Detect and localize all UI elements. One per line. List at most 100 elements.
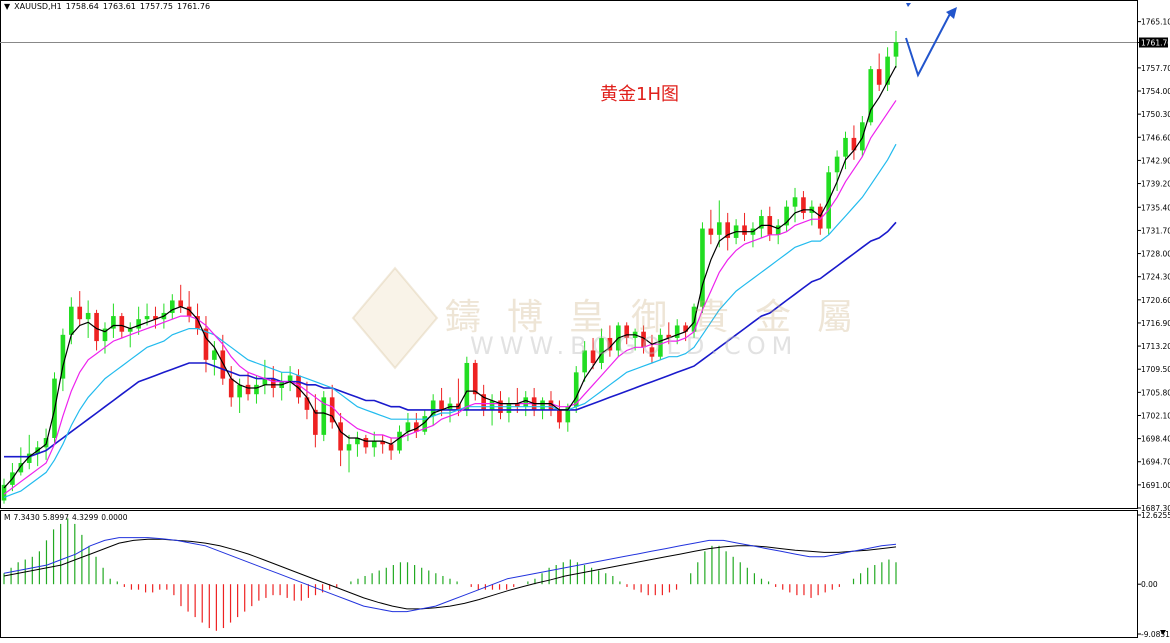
candle-body bbox=[77, 306, 83, 320]
candle-body bbox=[144, 316, 150, 320]
candle-body bbox=[851, 137, 857, 151]
price-tick-label: 1694.70 bbox=[1141, 458, 1170, 467]
candle-body bbox=[422, 416, 428, 432]
candle-body bbox=[573, 372, 579, 407]
candle-body bbox=[136, 319, 141, 329]
candle-body bbox=[481, 394, 486, 410]
candle-body bbox=[119, 316, 125, 332]
candle-body bbox=[582, 350, 587, 373]
candle-body bbox=[102, 328, 108, 342]
price-tick-label: 1739.20 bbox=[1141, 180, 1170, 189]
candle-body bbox=[203, 328, 209, 360]
indicator-label: M bbox=[4, 513, 11, 522]
candle-body bbox=[817, 206, 823, 229]
candle-body bbox=[111, 316, 116, 329]
price-tick-label: 1728.00 bbox=[1141, 250, 1170, 259]
indicator-signal-line bbox=[3, 538, 897, 610]
candle-body bbox=[380, 441, 385, 445]
price-tick-label: 1742.90 bbox=[1141, 156, 1170, 165]
candle-body bbox=[313, 409, 318, 435]
candle-body bbox=[405, 422, 411, 432]
candle-body bbox=[624, 325, 630, 338]
candle-body bbox=[759, 216, 764, 229]
candle-body bbox=[287, 375, 293, 382]
candle-body bbox=[195, 316, 200, 329]
candle-body bbox=[792, 197, 798, 207]
high-value: 1763.61 bbox=[102, 2, 136, 11]
candle-body bbox=[153, 316, 158, 320]
ma-cyan-line bbox=[3, 143, 897, 498]
candle-body bbox=[18, 462, 24, 473]
indicator-panel-border bbox=[0, 510, 1138, 638]
indicator-tick-label: 0.00 bbox=[1141, 580, 1158, 589]
price-tick-label: 1709.50 bbox=[1141, 365, 1170, 374]
forecast-marker-icon bbox=[906, 3, 911, 7]
candle-body bbox=[178, 300, 184, 307]
candle-body bbox=[26, 453, 32, 463]
candle-body bbox=[1, 484, 7, 501]
forecast-arrow-icon bbox=[905, 9, 953, 78]
candle-body bbox=[843, 137, 848, 157]
candle-body bbox=[338, 422, 343, 451]
ma-blue-line bbox=[4, 221, 897, 458]
price-tick-label: 1750.30 bbox=[1141, 110, 1170, 119]
price-tick-label: 1720.60 bbox=[1141, 296, 1170, 305]
header-triangle-icon: ▼ bbox=[4, 2, 11, 11]
price-tick-label: 1702.10 bbox=[1141, 411, 1170, 420]
candle-body bbox=[414, 422, 419, 432]
candle-body bbox=[296, 375, 301, 398]
price-tick-label: 1698.40 bbox=[1141, 435, 1170, 444]
candle-body bbox=[371, 441, 377, 448]
candle-body bbox=[212, 350, 217, 360]
ma-black-line bbox=[3, 65, 897, 489]
watermark-logo-icon bbox=[351, 266, 439, 370]
candle-body bbox=[893, 42, 899, 57]
price-tick-label: 1691.00 bbox=[1141, 481, 1170, 490]
main-panel-border bbox=[0, 0, 1138, 509]
candle-body bbox=[228, 378, 234, 398]
candle-body bbox=[557, 409, 562, 423]
candle-body bbox=[565, 406, 571, 423]
chart-annotation: 黄金1H图 bbox=[600, 84, 679, 105]
indicator-value-4: 0.0000 bbox=[101, 513, 128, 522]
price-tick-label: 1687.30 bbox=[1141, 504, 1170, 513]
candle-body bbox=[346, 444, 352, 451]
candle-body bbox=[775, 225, 781, 235]
candle-body bbox=[801, 197, 806, 213]
current-price-box bbox=[1139, 37, 1168, 48]
candle-body bbox=[355, 437, 360, 445]
candle-body bbox=[834, 156, 840, 173]
price-tick-label: 1735.40 bbox=[1141, 203, 1170, 212]
candle-body bbox=[262, 378, 268, 385]
candle-body bbox=[472, 362, 478, 395]
candle-body bbox=[85, 312, 91, 320]
candle-body bbox=[683, 325, 688, 332]
candle-body bbox=[363, 437, 369, 448]
price-tick-label: 1757.70 bbox=[1141, 64, 1170, 73]
candle-body bbox=[641, 331, 646, 348]
candle-body bbox=[716, 222, 722, 235]
candle-body bbox=[220, 350, 226, 379]
candle-body bbox=[439, 400, 444, 410]
candle-body bbox=[599, 337, 604, 363]
candle-body bbox=[430, 400, 436, 417]
candle-body bbox=[708, 228, 714, 235]
candle-body bbox=[60, 334, 66, 379]
candle-body bbox=[548, 400, 554, 410]
candle-body bbox=[127, 328, 133, 332]
price-tick-label: 1731.70 bbox=[1141, 226, 1170, 235]
candle-body bbox=[658, 334, 663, 357]
candle-body bbox=[464, 362, 470, 410]
candle-body bbox=[304, 397, 310, 410]
indicator-tick-label: -9.0851 bbox=[1141, 630, 1170, 639]
candle-body bbox=[607, 337, 613, 351]
candle-body bbox=[784, 206, 789, 226]
candle-body bbox=[725, 222, 731, 238]
candle-body bbox=[868, 69, 874, 123]
candle-body bbox=[515, 403, 520, 407]
candle-body bbox=[169, 300, 175, 313]
candle-body bbox=[489, 400, 495, 410]
candle-body bbox=[540, 400, 545, 410]
candle-body bbox=[186, 306, 192, 317]
